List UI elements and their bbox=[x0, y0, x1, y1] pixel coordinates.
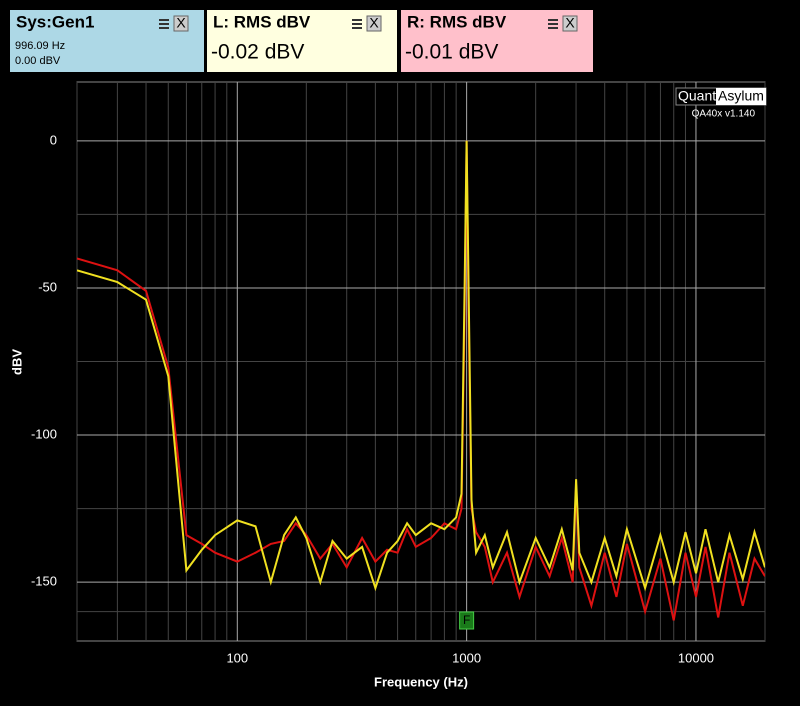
y-tick-label: 0 bbox=[50, 132, 57, 147]
close-button[interactable] bbox=[173, 15, 189, 32]
menu-icon[interactable] bbox=[352, 27, 362, 29]
panel-value: -0.01 dBV bbox=[405, 41, 498, 64]
x-tick-label: 10000 bbox=[678, 650, 714, 665]
logo-text: Quant bbox=[678, 88, 716, 104]
panel-value: -0.02 dBV bbox=[211, 41, 304, 64]
version: QA40x v1.140 bbox=[692, 109, 756, 120]
logo-box bbox=[716, 88, 766, 105]
panel-value: 0.00 dBV bbox=[15, 55, 61, 67]
menu-icon[interactable] bbox=[352, 23, 362, 25]
y-tick-label: -50 bbox=[38, 279, 57, 294]
menu-icon[interactable] bbox=[159, 23, 169, 25]
y-tick-label: -100 bbox=[31, 426, 57, 441]
frequency-marker bbox=[459, 611, 475, 630]
menu-icon[interactable] bbox=[159, 19, 169, 21]
close-button[interactable] bbox=[562, 15, 578, 32]
series-line bbox=[77, 140, 765, 592]
close-label: X bbox=[176, 15, 186, 31]
menu-icon[interactable] bbox=[352, 19, 362, 21]
close-button[interactable] bbox=[366, 15, 382, 32]
menu-icon[interactable] bbox=[548, 23, 558, 25]
y-axis-label: dBV bbox=[9, 349, 24, 375]
panel bbox=[10, 10, 204, 72]
menu-icon[interactable] bbox=[159, 27, 169, 29]
panel bbox=[401, 10, 593, 72]
y-tick-label: -150 bbox=[31, 574, 57, 589]
menu-icon[interactable] bbox=[548, 19, 558, 21]
panel-title: Sys:Gen1 bbox=[16, 12, 94, 31]
menu-icon[interactable] bbox=[548, 27, 558, 29]
marker-label: F bbox=[463, 613, 470, 627]
close-label: X bbox=[565, 15, 575, 31]
x-tick-label: 100 bbox=[226, 650, 248, 665]
panel-title: L: RMS dBV bbox=[213, 12, 311, 31]
x-axis-label: Frequency (Hz) bbox=[374, 674, 468, 689]
x-tick-label: 1000 bbox=[452, 650, 481, 665]
logo-text: Asylum bbox=[718, 88, 764, 104]
panel bbox=[207, 10, 397, 72]
close-label: X bbox=[369, 15, 379, 31]
panel-value: 996.09 Hz bbox=[15, 40, 65, 52]
panel-title: R: RMS dBV bbox=[407, 12, 507, 31]
